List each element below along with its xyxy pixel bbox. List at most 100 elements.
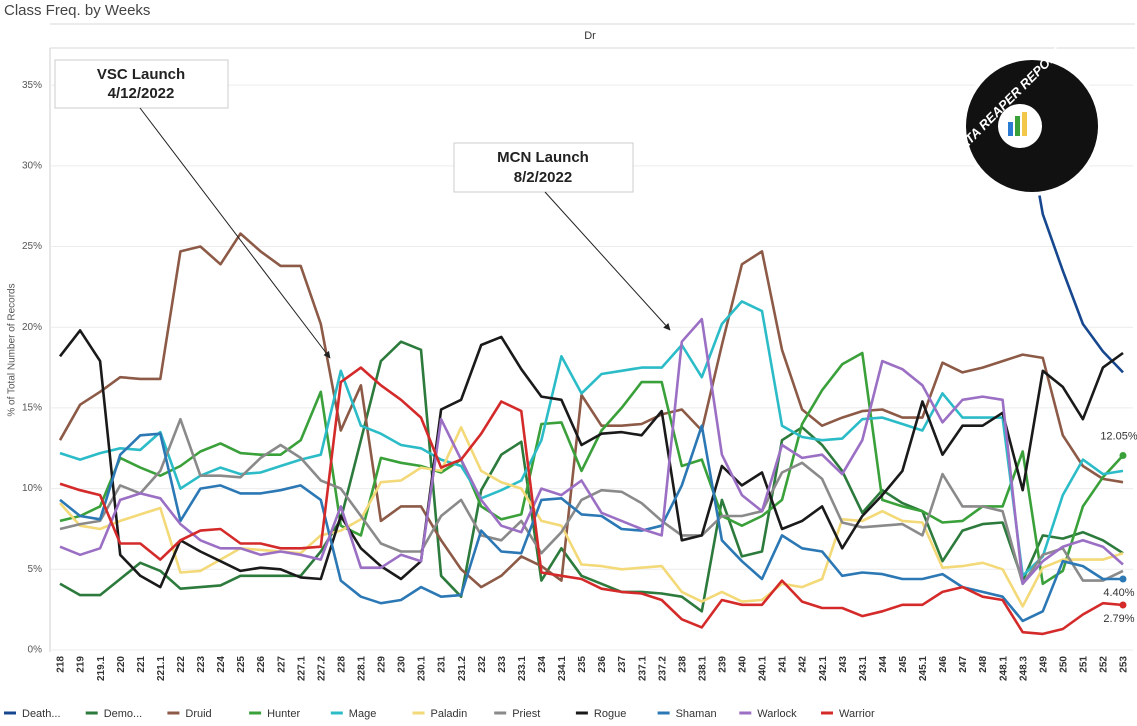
y-tick-label: 5% bbox=[28, 564, 43, 575]
legend-label: Mage bbox=[349, 708, 377, 720]
x-tick-label: 237.2 bbox=[657, 656, 668, 681]
x-tick-label: 220 bbox=[116, 656, 127, 673]
y-tick-label: 15% bbox=[22, 403, 42, 414]
x-tick-label: 240.1 bbox=[758, 656, 769, 681]
annotation: MCN Launch 8/2/2022 bbox=[453, 142, 671, 331]
x-tick-label: 230 bbox=[397, 656, 408, 673]
logo-bar bbox=[1022, 112, 1027, 136]
x-tick-label: 228 bbox=[336, 656, 347, 673]
x-tick-label: 248.1 bbox=[998, 656, 1009, 681]
x-tick-label: 227.2 bbox=[316, 656, 327, 681]
x-tick-label: 218 bbox=[56, 656, 67, 673]
x-tick-label: 236 bbox=[597, 656, 608, 673]
y-tick-label: 35% bbox=[22, 80, 42, 91]
chart-title: Class Freq. by Weeks bbox=[4, 2, 150, 19]
x-tick-label: 219 bbox=[76, 656, 87, 673]
legend-label: Warrior bbox=[839, 708, 875, 720]
x-tick-label: 253 bbox=[1119, 656, 1130, 673]
annotation-date: 4/12/2022 bbox=[108, 85, 175, 102]
annotation-box bbox=[453, 142, 634, 193]
annotation-box bbox=[54, 59, 229, 109]
x-tick-label: 231 bbox=[437, 656, 448, 673]
x-tick-label: 242.1 bbox=[818, 656, 829, 681]
x-tick-label: 241 bbox=[778, 656, 789, 673]
legend-label: Paladin bbox=[431, 708, 468, 720]
data-label: 2.79% bbox=[1103, 613, 1134, 625]
x-tick-label: 240 bbox=[738, 656, 749, 673]
x-tick-label: 243 bbox=[838, 656, 849, 673]
x-tick-label: 237.1 bbox=[637, 656, 648, 681]
x-tick-label: 237 bbox=[617, 656, 628, 673]
x-tick-label: 229 bbox=[377, 656, 388, 673]
legend-label: Rogue bbox=[594, 708, 626, 720]
x-tick-label: 227 bbox=[276, 656, 287, 673]
x-tick-label: 225 bbox=[236, 656, 247, 673]
x-tick-label: 234.1 bbox=[557, 656, 568, 681]
x-tick-label: 227.1 bbox=[296, 656, 307, 681]
series-line bbox=[58, 329, 1124, 589]
logo: DATA REAPER REPORT bbox=[949, 42, 1102, 196]
series-line bbox=[59, 366, 1124, 636]
series-line bbox=[59, 351, 1124, 586]
legend-label: Death... bbox=[22, 708, 61, 720]
x-tick-label: 238 bbox=[677, 656, 688, 673]
annotation-title: MCN Launch bbox=[497, 149, 589, 166]
x-tick-label: 248.3 bbox=[1018, 656, 1029, 681]
annotation-date: 8/2/2022 bbox=[514, 169, 572, 186]
legend-label: Warlock bbox=[757, 708, 797, 720]
x-tick-label: 245.1 bbox=[918, 656, 929, 681]
annotation: VSC Launch 4/12/2022 bbox=[54, 59, 331, 359]
x-tick-label: 249 bbox=[1038, 656, 1049, 673]
end-point bbox=[1119, 452, 1127, 460]
end-point bbox=[1119, 575, 1127, 583]
pane-header: Dr bbox=[584, 30, 596, 42]
data-label: 12.05% bbox=[1100, 430, 1137, 442]
y-tick-label: 0% bbox=[28, 645, 43, 656]
y-tick-label: 30% bbox=[22, 160, 42, 171]
y-tick-label: 10% bbox=[22, 483, 42, 494]
x-tick-label: 224 bbox=[216, 656, 227, 673]
x-tick-label: 222 bbox=[176, 656, 187, 673]
series-line bbox=[59, 424, 1123, 623]
x-tick-label: 228.1 bbox=[357, 656, 368, 681]
legend-label: Priest bbox=[512, 708, 540, 720]
data-label: 4.40% bbox=[1103, 587, 1134, 599]
x-tick-label: 233.1 bbox=[517, 656, 528, 681]
x-tick-label: 230.1 bbox=[417, 656, 428, 681]
x-tick-label: 235 bbox=[577, 656, 588, 673]
x-tick-label: 246 bbox=[938, 656, 949, 673]
plot-area: 0% 5% 10% 15% 20% 25% 30% 35% 218 219 219.1 220 221 2… bbox=[22, 80, 1137, 681]
x-tick-label: 234 bbox=[537, 656, 548, 673]
y-axis-label: % of Total Number of Records bbox=[7, 283, 18, 416]
x-tick-label: 244 bbox=[878, 656, 889, 673]
x-tick-label: 238.1 bbox=[697, 656, 708, 681]
legend-label: Shaman bbox=[676, 708, 717, 720]
series-line bbox=[59, 300, 1124, 578]
annotation-title: VSC Launch bbox=[97, 66, 185, 83]
x-tick-label: 221.1 bbox=[156, 656, 167, 681]
x-tick-label: 226 bbox=[256, 656, 267, 673]
x-tick-label: 242 bbox=[798, 656, 809, 673]
x-tick-label: 221 bbox=[136, 656, 147, 673]
y-tick-label: 20% bbox=[22, 322, 42, 333]
x-tick-label: 248 bbox=[978, 656, 989, 673]
x-tick-label: 233 bbox=[497, 656, 508, 673]
annotation-arrow bbox=[139, 107, 331, 359]
x-tick-label: 239 bbox=[718, 656, 729, 673]
y-tick-label: 25% bbox=[22, 241, 42, 252]
logo-bar bbox=[1015, 116, 1020, 136]
legend-label: Druid bbox=[185, 708, 211, 720]
x-tick-label: 231.2 bbox=[457, 656, 468, 681]
x-tick-label: 247 bbox=[958, 656, 969, 673]
series-line bbox=[58, 232, 1124, 589]
x-tick-label: 252 bbox=[1099, 656, 1110, 673]
legend-label: Hunter bbox=[267, 708, 300, 720]
x-tick-label: 250 bbox=[1058, 656, 1069, 673]
legend: Death... Demo... Druid Hunter Mage Paladin Pri… bbox=[4, 708, 875, 720]
logo-bar bbox=[1008, 122, 1013, 136]
x-tick-label: 219.1 bbox=[96, 656, 107, 681]
x-tick-label: 245 bbox=[898, 656, 909, 673]
x-tick-label: 232 bbox=[477, 656, 488, 673]
series-line bbox=[59, 340, 1124, 613]
